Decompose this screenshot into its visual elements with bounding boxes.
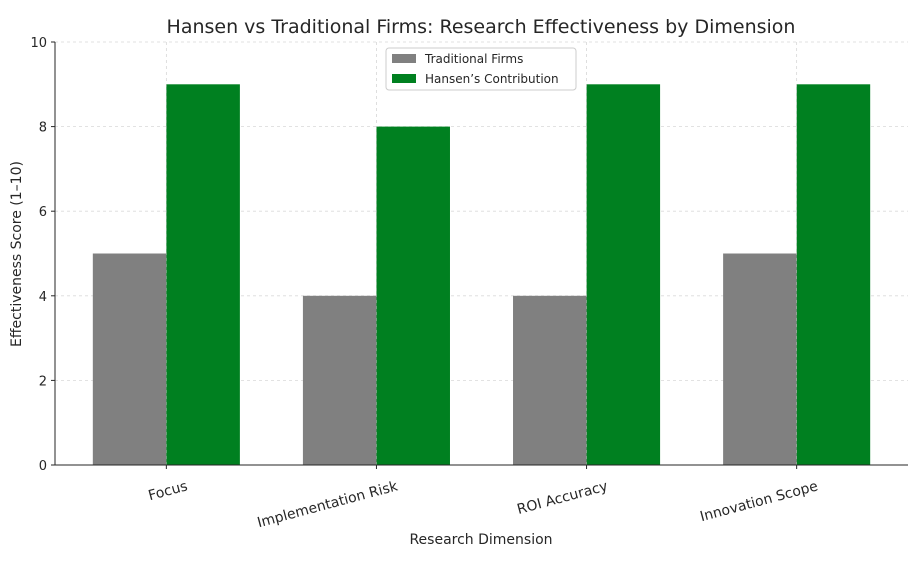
y-tick-label: 8	[39, 121, 47, 136]
y-tick-label: 0	[39, 459, 47, 474]
bar-traditional	[513, 295, 587, 465]
bar-hansen	[376, 126, 450, 465]
y-tick-label: 4	[39, 290, 47, 305]
legend-label-traditional: Traditional Firms	[424, 52, 523, 66]
chart-title: Hansen vs Traditional Firms: Research Ef…	[167, 16, 796, 38]
y-tick-label: 6	[39, 205, 47, 220]
bar-traditional	[723, 253, 797, 465]
legend: Traditional Firms Hansen’s Contribution	[385, 47, 577, 91]
legend-label-hansen: Hansen’s Contribution	[425, 72, 559, 86]
legend-swatch-hansen	[392, 74, 416, 83]
y-tick-label: 10	[30, 36, 47, 51]
legend-box	[385, 47, 577, 91]
legend-swatch-traditional	[392, 54, 416, 63]
y-tick-label: 2	[39, 374, 47, 389]
x-tick-label: Innovation Scope	[698, 478, 819, 525]
x-axis-label: Research Dimension	[409, 532, 552, 548]
x-tick-label: Focus	[147, 478, 190, 504]
y-axis-label: Effectiveness Score (1–10)	[9, 161, 25, 347]
x-tick-label: ROI Accuracy	[515, 478, 609, 518]
bar-traditional	[302, 295, 377, 465]
bars	[92, 42, 871, 466]
bar-traditional	[92, 253, 167, 465]
bar-hansen	[796, 84, 871, 466]
bar-hansen	[166, 84, 240, 466]
x-tick-label: Implementation Risk	[256, 478, 401, 531]
bar-hansen	[586, 84, 661, 466]
